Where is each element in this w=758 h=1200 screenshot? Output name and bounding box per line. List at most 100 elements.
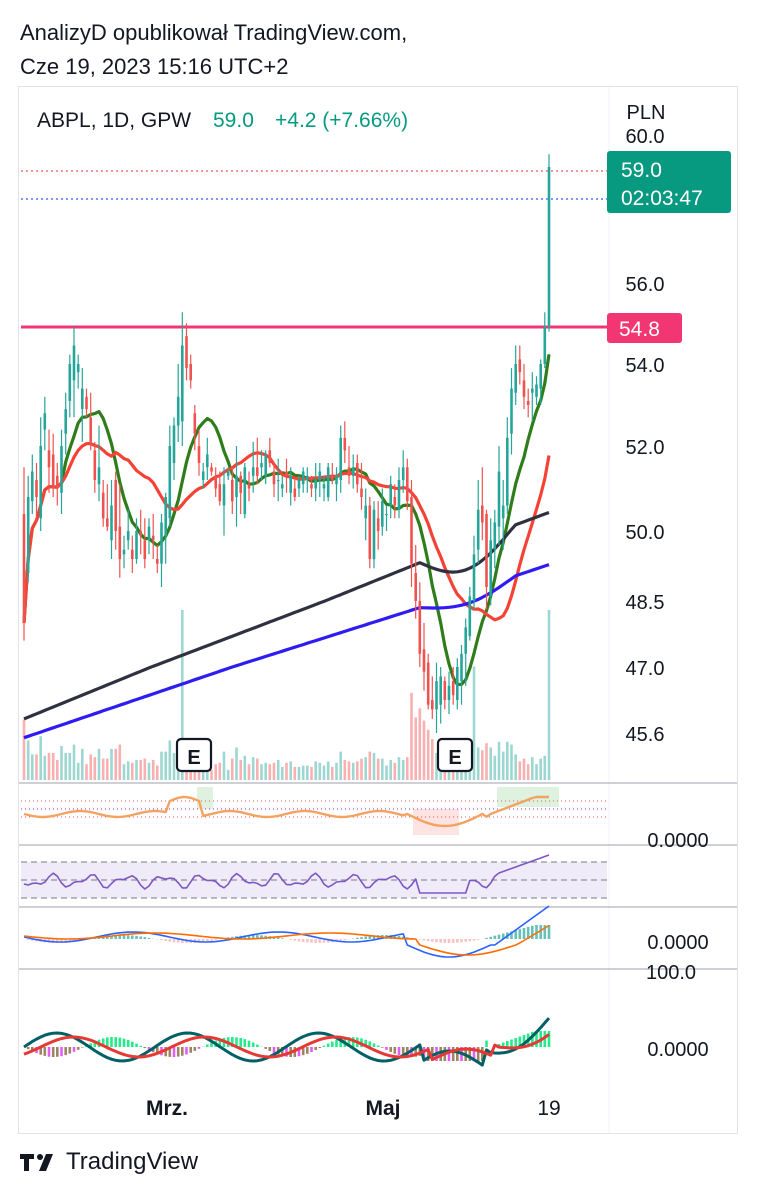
momentum-histogram-bar [501,1042,505,1047]
candle-body [514,364,517,393]
last-price-value: 59.0 [213,109,254,132]
momentum-histogram-bar [76,1047,80,1050]
candle-body [43,413,47,430]
volume-bar [472,666,476,780]
y-tick-label: 52.0 [626,437,665,459]
candle-body [360,488,363,497]
volume-bar [489,747,492,780]
momentum-histogram-bar [135,1043,138,1047]
momentum-histogram-bar [81,1047,84,1048]
volume-bar [139,760,142,780]
candle-body [235,475,238,498]
candle-body [385,514,388,516]
macd-histogram-bar [418,939,422,940]
momentum-histogram-bar [547,1031,551,1047]
candle-body [118,526,122,559]
momentum-histogram-bar [322,1045,326,1047]
momentum-histogram-bar [239,1038,242,1047]
y-tick-label: 56.0 [626,274,665,296]
macd-histogram-bar [514,930,517,939]
macd-histogram-bar [260,935,263,939]
momentum-histogram-bar [376,1045,380,1047]
volume-bar [481,750,484,780]
volume-bar [201,765,205,780]
candle-body [468,596,472,637]
chart-panel[interactable]: E E ABPL, 1D, GPW 59.0 +4.2 (+7.66%) PLN 60.0 5… [18,86,738,1134]
volume-bar [497,741,501,780]
candle-body [197,446,201,463]
candle-body [339,437,342,480]
momentum-histogram-bar [164,1047,167,1057]
macd-histogram-bar [231,936,234,939]
momentum-histogram-bar [264,1047,267,1049]
oscillator-zone [413,809,459,835]
candle-body [60,446,63,493]
momentum-histogram-bar [118,1037,122,1047]
volume-bar [381,758,384,780]
candle-body [239,475,242,493]
macd-histogram-bar [293,939,297,941]
momentum-histogram-bar [331,1041,334,1047]
momentum-line [23,1017,551,1067]
momentum-signal-line [23,1033,550,1061]
momentum-histogram-bar [414,1047,417,1057]
volume-bar [397,757,401,780]
volume-bar [156,765,159,780]
candle-body [256,467,259,476]
candle-body [56,475,59,489]
volume-bar [256,758,259,780]
candle-body [51,454,55,489]
x-tick-label: 19 [537,1097,560,1120]
candle-body [326,467,330,498]
macd-histogram-bar [31,939,34,941]
momentum-histogram-bar [168,1047,172,1057]
momentum-histogram-bar [189,1047,192,1053]
resistance-badge [607,313,682,343]
y-tick-label: 48.5 [626,592,665,614]
volume-bar [168,740,172,780]
volume-bar [106,758,109,780]
macd-histogram-bar [297,939,301,942]
candle-body [68,364,72,401]
momentum-histogram-bar [47,1047,51,1057]
candle-body [251,467,255,476]
volume-bar [343,760,347,780]
volume-bar [410,692,413,780]
volume-bar [251,757,255,780]
volume-bar [385,765,388,780]
macd-histogram-bar [501,933,505,939]
macd-histogram-bar [114,935,117,939]
momentum-histogram-bar [143,1047,147,1048]
candle-body [164,497,167,536]
candle-body [476,509,480,550]
macd-histogram-bar [110,935,113,939]
volume-bar [210,769,213,780]
macd-histogram-bar [135,935,138,939]
macd-histogram-bar [326,939,330,943]
macd-histogram-bar [526,926,530,939]
momentum-histogram-bar [172,1047,176,1057]
candle-body [89,417,92,442]
candle-body [231,480,234,502]
candle-body [406,467,409,502]
macd-histogram-bar [447,939,451,943]
macd-histogram-bar [51,939,55,943]
momentum-histogram-bar [451,1047,455,1061]
macd-histogram-bar [251,935,255,939]
momentum-histogram-bar [326,1043,330,1047]
candle-body [343,437,347,451]
macd-histogram-bar [281,938,284,939]
macd-histogram-bar [464,939,467,942]
volume-bar [181,610,184,780]
macd-histogram-bar [435,939,438,943]
macd-histogram-bar [210,939,213,941]
macd-histogram-bar [72,939,76,942]
momentum-histogram-bar [247,1040,251,1047]
candle-body [314,480,317,489]
macd-histogram-bar [339,939,342,941]
momentum-histogram-bar [39,1047,42,1055]
candle-body [147,526,151,541]
macd-histogram-bar [306,939,309,943]
candle-body [531,388,534,393]
